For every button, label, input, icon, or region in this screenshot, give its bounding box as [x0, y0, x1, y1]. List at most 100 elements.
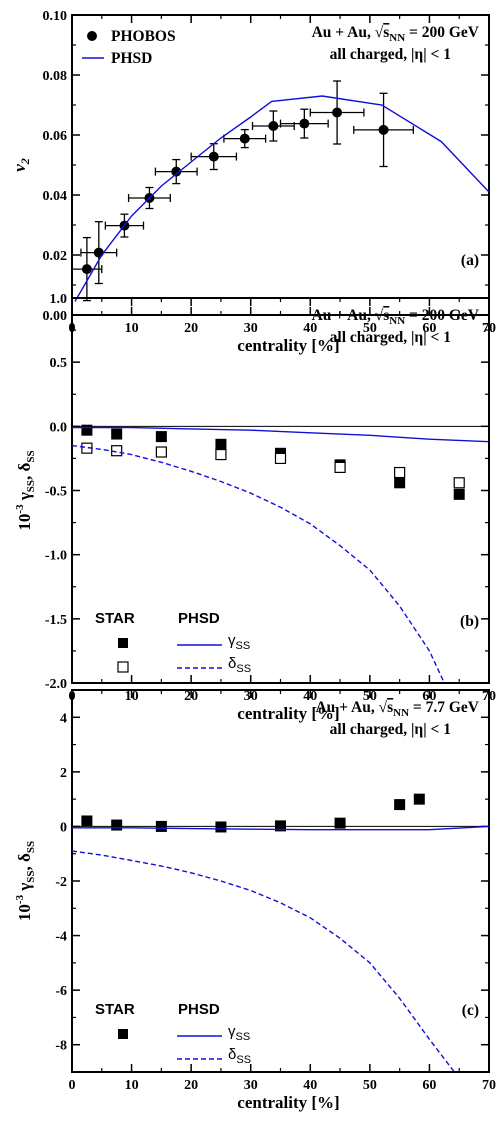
y-label-v: v — [10, 164, 29, 172]
legend-title-phsd: PHSD — [178, 1001, 220, 1018]
x-axis-label: centrality [%] — [237, 336, 339, 355]
legend-title-star: STAR — [95, 610, 135, 627]
legend-label-delta: δSS — [228, 655, 251, 675]
annotation-line1: Au + Au, √sNN = 200 GeV — [312, 24, 480, 44]
panel-label: (c) — [462, 1002, 479, 1019]
annotation-system: Au + Au, — [312, 307, 375, 324]
delta-data-point — [394, 466, 406, 479]
plot-area — [72, 424, 489, 683]
y-tick-label: 0.08 — [43, 69, 68, 84]
y-axis-label: 10-3 γSS, δSS — [14, 841, 37, 921]
delta-data-point — [274, 452, 287, 465]
data-point — [81, 264, 92, 275]
annotation-system: Au + Au, — [312, 24, 375, 41]
annotation-nn: NN — [389, 32, 405, 44]
gamma-data-point — [111, 428, 123, 440]
y-label-exp: -3 — [14, 504, 26, 514]
delta-data-point — [155, 446, 167, 458]
annotation-energy: = 200 GeV — [405, 307, 480, 324]
sqrt-sign: √ — [375, 24, 384, 41]
annotation-sqrt-s: s — [383, 24, 389, 41]
x-tick-label: 10 — [125, 321, 139, 336]
x-tick-label: 50 — [363, 1078, 377, 1093]
gamma-data-point — [81, 424, 93, 436]
x-tick-label: 20 — [184, 321, 198, 336]
y-label-gamma-sub: SS — [25, 870, 37, 882]
y-tick-label: 2 — [60, 766, 67, 781]
legend-title-star: STAR — [95, 1001, 135, 1018]
annotation-energy: = 200 GeV — [405, 24, 480, 41]
y-axis-label: v2 — [10, 158, 32, 172]
legend-marker-gamma-star — [118, 1029, 128, 1039]
y-label-comma: , — [15, 862, 34, 871]
y-tick-label: 4 — [60, 711, 67, 726]
data-point — [268, 121, 279, 131]
y-tick-label: 0.10 — [43, 9, 68, 24]
legend-gamma-sub: SS — [236, 1031, 251, 1043]
series-line-gamma — [72, 825, 489, 831]
x-axis-label: centrality [%] — [237, 704, 339, 723]
data-point — [171, 166, 182, 177]
delta-data-point — [334, 461, 346, 473]
y-tick-label: 0 — [60, 820, 67, 835]
y-label-delta-sub: SS — [25, 841, 37, 853]
y-label-delta-sub: SS — [25, 450, 37, 462]
gamma-data-point — [215, 821, 227, 833]
x-axis-label: centrality [%] — [237, 1093, 339, 1112]
annotation-nn: NN — [393, 707, 409, 719]
x-tick-label: 60 — [422, 1078, 436, 1093]
y-tick-label: -2.0 — [45, 677, 67, 692]
x-tick-label: 60 — [422, 321, 436, 336]
data-point — [239, 133, 250, 144]
legend-title-phsd: PHSD — [178, 610, 220, 627]
gamma-data-point — [394, 477, 406, 489]
gamma-data-point — [155, 431, 167, 443]
delta-data-point — [215, 448, 227, 461]
data-point — [93, 247, 104, 258]
delta-data-point — [453, 477, 465, 489]
legend-label-gamma: γSS — [228, 1023, 250, 1043]
legend-gamma-sym: γ — [228, 1023, 236, 1040]
y-label-gamma-sub: SS — [25, 480, 37, 492]
y-tick-label: 0.06 — [43, 129, 68, 144]
plot-area — [72, 793, 489, 1072]
y-tick-label: -4 — [55, 930, 67, 945]
y-tick-label: 0.00 — [43, 309, 68, 324]
y-axis-label: 10-3 γSS, δSS — [14, 450, 37, 530]
legend-delta-sym: δ — [228, 1046, 236, 1063]
legend-gamma-sym: γ — [228, 632, 236, 649]
legend-marker-delta-star — [117, 661, 129, 673]
data-point — [208, 151, 219, 162]
x-tick-label: 40 — [303, 321, 317, 336]
y-tick-label: -1.0 — [45, 549, 67, 564]
x-tick-label: 20 — [184, 1078, 198, 1093]
x-tick-label: 40 — [303, 1078, 317, 1093]
annotation-line2: all charged, |η| < 1 — [330, 721, 451, 738]
gamma-data-point — [111, 819, 123, 831]
annotation-line1: Au + Au, √sNN = 200 GeV — [312, 307, 480, 327]
legend-label-delta: δSS — [228, 1046, 251, 1066]
legend-label-phobos: PHOBOS — [111, 28, 176, 45]
legend-delta-sym: δ — [228, 655, 236, 672]
gamma-data-point — [334, 817, 346, 829]
legend-marker-gamma-star — [118, 638, 128, 648]
gamma-data-point — [215, 438, 227, 450]
x-tick-label: 30 — [244, 321, 258, 336]
y-label-sub: 2 — [18, 158, 32, 165]
y-tick-label: -2 — [55, 875, 67, 890]
legend-gamma-sub: SS — [236, 640, 251, 652]
legend-marker-phobos — [87, 31, 97, 41]
panel-c: 0 10 20 30 40 50 60 70 centrality [%] -8 -6 -4 -2 0 2 4… — [14, 689, 496, 1112]
y-label-gamma: γ — [15, 492, 34, 501]
sqrt-sign: √ — [375, 307, 384, 324]
legend-label-gamma: γSS — [228, 632, 250, 652]
y-tick-label: -6 — [55, 984, 67, 999]
x-tick-label: 50 — [363, 321, 377, 336]
annotation-line1: Au + Au, √sNN = 7.7 GeV — [315, 699, 479, 719]
annotation-sqrt-s: s — [383, 307, 389, 324]
y-label-comma: , — [15, 471, 34, 480]
y-tick-label: 0.04 — [43, 189, 68, 204]
